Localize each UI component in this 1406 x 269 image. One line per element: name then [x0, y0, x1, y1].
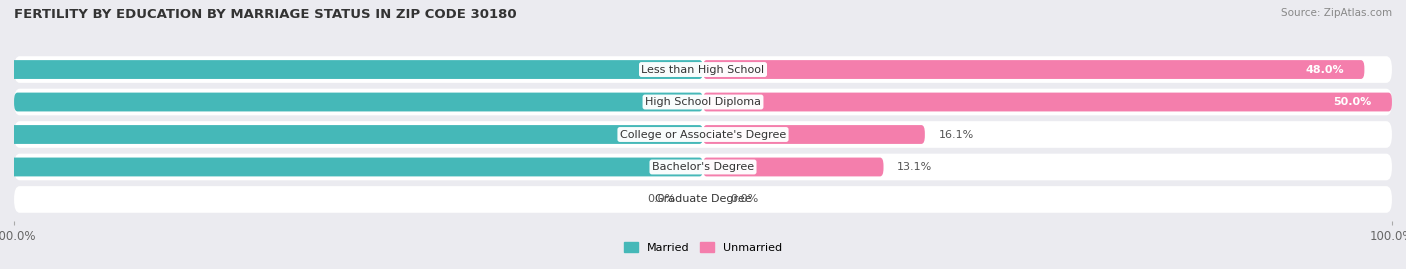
Text: Bachelor's Degree: Bachelor's Degree [652, 162, 754, 172]
FancyBboxPatch shape [0, 60, 703, 79]
Text: 48.0%: 48.0% [1305, 65, 1344, 75]
Text: 0.0%: 0.0% [731, 194, 759, 204]
FancyBboxPatch shape [14, 186, 1392, 213]
Text: 0.0%: 0.0% [647, 194, 675, 204]
FancyBboxPatch shape [14, 89, 1392, 115]
Legend: Married, Unmarried: Married, Unmarried [624, 242, 782, 253]
Text: FERTILITY BY EDUCATION BY MARRIAGE STATUS IN ZIP CODE 30180: FERTILITY BY EDUCATION BY MARRIAGE STATU… [14, 8, 516, 21]
Text: 13.1%: 13.1% [897, 162, 932, 172]
FancyBboxPatch shape [14, 121, 1392, 148]
Text: Less than High School: Less than High School [641, 65, 765, 75]
Text: 50.0%: 50.0% [1333, 97, 1371, 107]
Text: 16.1%: 16.1% [939, 129, 974, 140]
Text: Source: ZipAtlas.com: Source: ZipAtlas.com [1281, 8, 1392, 18]
FancyBboxPatch shape [14, 93, 703, 111]
FancyBboxPatch shape [703, 93, 1392, 111]
FancyBboxPatch shape [703, 60, 1364, 79]
FancyBboxPatch shape [14, 56, 1392, 83]
FancyBboxPatch shape [0, 125, 703, 144]
Text: Graduate Degree: Graduate Degree [655, 194, 751, 204]
FancyBboxPatch shape [703, 158, 883, 176]
FancyBboxPatch shape [0, 158, 703, 176]
FancyBboxPatch shape [703, 125, 925, 144]
Text: High School Diploma: High School Diploma [645, 97, 761, 107]
FancyBboxPatch shape [14, 154, 1392, 180]
Text: College or Associate's Degree: College or Associate's Degree [620, 129, 786, 140]
